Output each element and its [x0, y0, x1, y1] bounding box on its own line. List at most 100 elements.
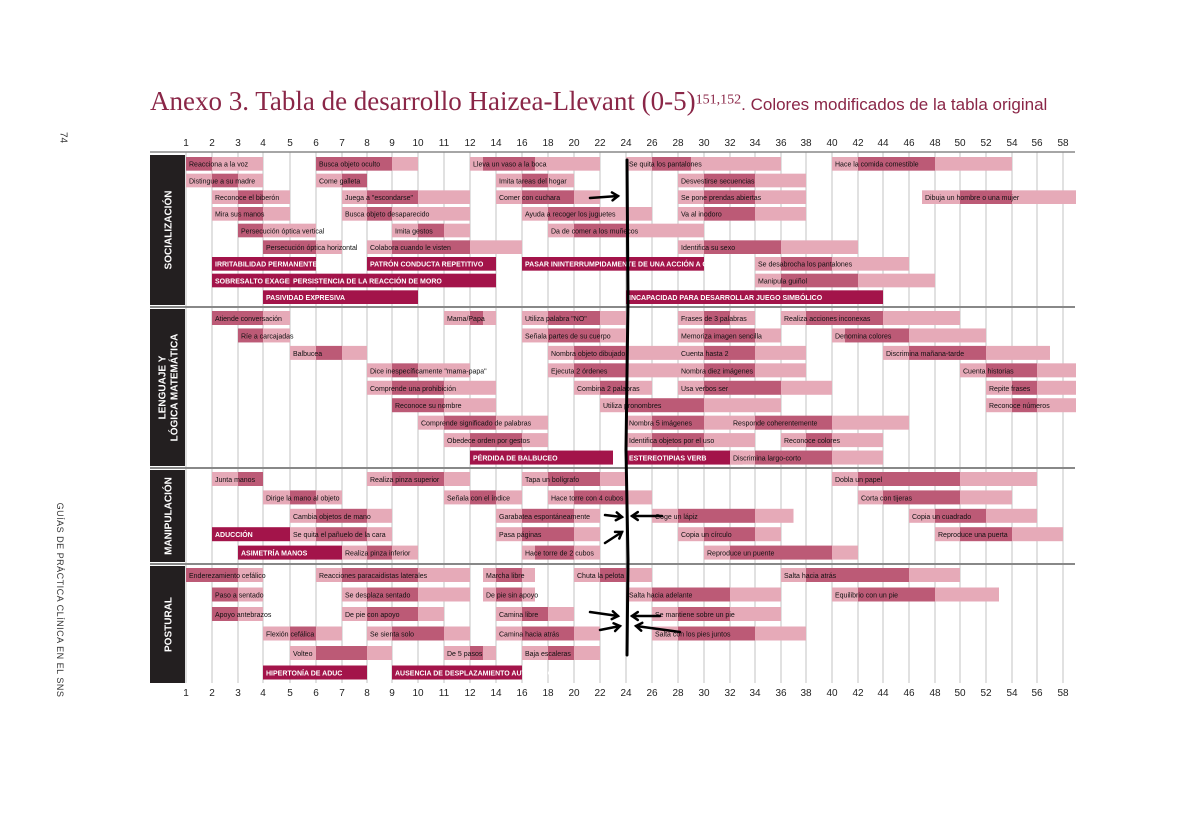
milestone-bar-start	[342, 607, 367, 621]
milestone-bar-label: Busca objeto oculto	[319, 162, 380, 169]
x-tick-label-top: 4	[260, 138, 266, 149]
x-tick-label-bottom: 48	[929, 688, 941, 699]
milestone-bar-label: Desvestirse secuencias	[681, 178, 755, 185]
milestone-bar-p75	[832, 545, 858, 560]
milestone-bar-p75	[263, 190, 290, 204]
title-superscript: 151,152	[695, 92, 742, 108]
milestone-bar-p75	[367, 646, 392, 660]
x-tick-label-top: 10	[412, 138, 424, 149]
milestone-bar-p50	[522, 173, 548, 188]
milestone-bar-label: Reacciona a la voz	[189, 162, 249, 169]
milestone-bar-label: Discrimina mañana-tarde	[886, 351, 964, 358]
milestone-bar-label: Camina libre	[499, 612, 538, 619]
milestone-bar-p50	[858, 157, 935, 171]
milestone-bar-p50	[444, 415, 496, 430]
x-tick-label-top: 48	[929, 138, 941, 149]
milestone-bar-p50	[845, 328, 909, 343]
milestone-bar-p50	[806, 433, 832, 448]
milestone-bar-p75	[960, 490, 1012, 505]
milestone-bar-p75	[704, 433, 755, 448]
milestone-bar-p75	[883, 311, 960, 325]
milestone-bar-label: Realiza pinza inferior	[345, 551, 411, 558]
milestone-bar-p50	[238, 472, 263, 486]
milestone-bar-start	[678, 328, 704, 343]
milestone-bar-label: Ríe a carcajadas	[241, 333, 294, 340]
milestone-bar-p50	[730, 545, 832, 560]
alert-bar	[212, 527, 290, 542]
milestone-bar-label: Memoriza imagen sencilla	[681, 333, 762, 340]
milestone-bar-p50	[574, 363, 626, 378]
hand-drawn-arrow	[588, 610, 620, 618]
milestone-bar-label: Responde coherentemente	[733, 421, 818, 428]
milestone-bar-p50	[1012, 380, 1037, 395]
x-tick-label-bottom: 9	[389, 688, 395, 699]
alert-bar-label: PÉRDIDA DE BALBUCEO	[473, 454, 558, 463]
milestone-bar-p50	[755, 450, 832, 465]
milestone-bar-start	[496, 508, 522, 523]
milestone-bar-label: Chuta la pelota	[577, 573, 624, 580]
milestone-bar-p50	[496, 568, 522, 582]
milestone-bar-label: Da de comer a los muñecos	[551, 228, 639, 235]
milestone-bar-label: De pie sin apoyo	[486, 593, 538, 600]
milestone-bar-label: Se quita el pañuelo de la cara	[293, 532, 386, 539]
milestone-bar-p75	[781, 240, 858, 254]
x-tick-label-top: 9	[389, 138, 395, 149]
milestone-bar-label: Mira sus manos	[215, 212, 265, 219]
milestone-bar-start	[678, 173, 704, 188]
milestone-bar-p75	[367, 508, 392, 523]
milestone-bar-p50	[909, 345, 986, 360]
x-tick-label-bottom: 4	[260, 688, 266, 699]
milestone-bar-p75	[316, 626, 342, 641]
x-tick-label-top: 12	[464, 138, 476, 149]
milestone-bar-p50	[522, 626, 574, 641]
milestone-bar-p50	[600, 380, 626, 395]
milestone-bar-label: Colabora cuando le visten	[370, 245, 451, 252]
x-tick-label-bottom: 28	[672, 688, 684, 699]
milestone-bar-label: Se sienta solo	[370, 632, 414, 639]
milestone-bar-p75	[626, 380, 652, 395]
milestone-bar-p75	[986, 345, 1050, 360]
x-tick-label-top: 26	[646, 138, 658, 149]
milestone-bar-start	[496, 626, 522, 641]
milestone-bar-start	[960, 363, 986, 378]
milestone-bar-label: Salta con los pies juntos	[655, 632, 731, 639]
milestone-bar-label: Salta hacia adelante	[629, 593, 693, 600]
x-tick-label-bottom: 1	[183, 688, 189, 699]
milestone-bar-start	[678, 363, 704, 378]
milestone-bar-p75	[548, 607, 574, 621]
milestone-bar-start	[367, 626, 392, 641]
milestone-bar-p50	[781, 273, 858, 288]
milestone-bar-label: Ejecuta 2 órdenes	[551, 368, 608, 375]
milestone-bar-start	[444, 490, 470, 505]
x-tick-label-bottom: 30	[698, 688, 710, 699]
milestone-bar-label: Obedece orden por gestos	[447, 438, 530, 445]
milestone-bar-label: Coge un lápiz	[655, 514, 698, 521]
milestone-bar-label: Nombra 5 imágenes	[629, 421, 693, 428]
milestone-bar-start	[290, 345, 316, 360]
milestone-bar-p50	[1012, 398, 1037, 413]
milestone-bar-p75	[574, 545, 600, 560]
milestone-bar-p50	[600, 568, 626, 582]
milestone-bar-p75	[444, 626, 470, 641]
milestone-bar-p75	[574, 508, 600, 523]
hand-drawn-arrowhead	[629, 610, 640, 622]
milestone-bar-start	[342, 587, 367, 602]
milestone-bar-start	[986, 380, 1012, 395]
milestone-bar-label: Realiza acciones inconexas	[784, 316, 871, 323]
milestone-bar-start	[652, 508, 678, 523]
milestone-bar-label: Se pone prendas abiertas	[681, 195, 762, 202]
alert-bar	[392, 665, 522, 680]
hand-drawn-arrowhead	[613, 530, 624, 540]
milestone-bar-start	[626, 433, 652, 448]
x-tick-label-top: 54	[1006, 138, 1018, 149]
milestone-bar-p50	[238, 328, 263, 343]
milestone-bar-p50	[290, 490, 316, 505]
milestone-bar-start	[290, 527, 316, 542]
x-tick-label-top: 42	[852, 138, 864, 149]
milestone-bar-p50	[806, 568, 909, 582]
milestone-bar-start	[316, 173, 342, 188]
milestone-bar-label: Reconoce su nombre	[395, 403, 462, 410]
milestone-bar-start	[652, 607, 678, 621]
milestone-bar-p75	[522, 587, 535, 602]
milestone-bar-label: Discrimina largo-corto	[733, 456, 801, 463]
